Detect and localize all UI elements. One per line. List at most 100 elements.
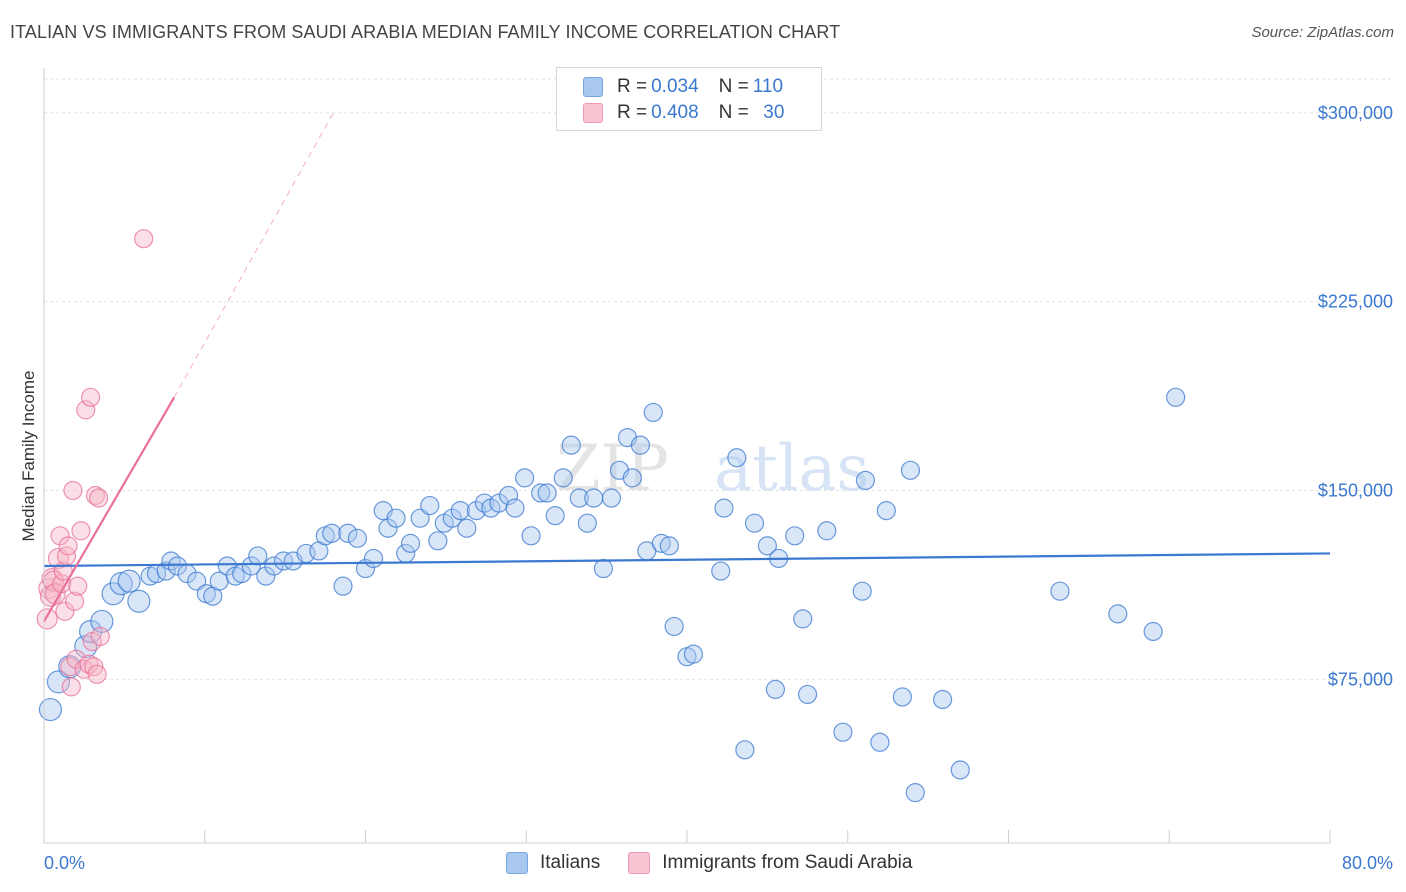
italians-point <box>378 518 398 538</box>
italians-point <box>855 470 876 491</box>
italians-point <box>241 556 261 576</box>
italians-point <box>727 448 747 468</box>
italians-point <box>817 521 837 541</box>
trend-layer <box>43 112 1331 622</box>
italians-point <box>1166 387 1186 407</box>
italians-point <box>531 483 551 503</box>
saudi-trend-line <box>43 396 176 622</box>
italians-point <box>38 697 63 722</box>
stats-legend-row-italians: R = 0.034 N = 110 <box>583 74 783 100</box>
saudi-point <box>134 229 154 249</box>
stats-legend-row-saudi: R = 0.408 N = 30 <box>583 100 784 126</box>
saudi-point <box>85 485 106 506</box>
saudi-point <box>60 657 80 677</box>
italians-point <box>659 536 679 556</box>
italians-point <box>466 501 487 521</box>
saudi-trend-extension <box>173 112 334 398</box>
italians-point <box>870 732 890 752</box>
saudi-point <box>36 608 58 630</box>
grid-layer <box>44 78 1392 680</box>
italians-point <box>1108 604 1128 624</box>
italians-point <box>428 531 448 551</box>
italians-point <box>386 508 406 528</box>
italians-point <box>333 576 353 596</box>
italians-point <box>932 689 953 710</box>
saudi-n-value: 30 <box>758 102 785 123</box>
y-axis-label: Median Family Income <box>19 370 38 541</box>
italians-point <box>474 493 495 513</box>
italians-point <box>876 501 896 521</box>
italians-point <box>664 616 684 637</box>
points-layer <box>36 229 1186 803</box>
saudi-point <box>90 626 110 647</box>
italians-point <box>905 783 925 803</box>
legend-label-italians: Italians <box>540 852 601 873</box>
saudi-point <box>61 677 81 697</box>
italians-point <box>569 488 589 508</box>
italians-point <box>797 684 818 705</box>
italians-point <box>515 468 535 488</box>
saudi-n-label: N = <box>718 102 755 123</box>
y-tick-label: $225,000 <box>1318 292 1393 312</box>
italians-point <box>577 513 597 533</box>
italians-point <box>833 722 853 742</box>
italians-point <box>765 679 786 700</box>
italians-n-value: 110 <box>752 76 784 97</box>
saudi-point <box>87 664 107 684</box>
saudi-point <box>71 521 91 541</box>
italians-trend-line <box>43 552 1331 568</box>
legend-swatch-italians <box>506 852 528 874</box>
italians-point <box>757 536 777 556</box>
italians-point <box>643 402 663 423</box>
italians-points <box>38 387 1186 803</box>
italians-point <box>420 495 440 516</box>
italians-point <box>521 526 541 546</box>
italians-point <box>127 589 151 613</box>
legend-swatch-saudi <box>628 852 651 874</box>
italians-point <box>442 508 462 528</box>
watermark-zip: ZIP <box>556 432 669 506</box>
italians-point <box>256 566 276 586</box>
italians-point <box>630 435 650 455</box>
legend-label-saudi: Immigrants from Saudi Arabia <box>662 852 913 873</box>
italians-point <box>167 556 188 576</box>
watermark-atlas: atlas <box>714 432 869 506</box>
italians-point <box>852 581 872 601</box>
saudi-point <box>66 649 86 669</box>
italians-point <box>117 569 141 593</box>
italians-point <box>355 558 376 579</box>
italians-point <box>156 561 176 581</box>
italians-point <box>273 551 294 571</box>
italians-point <box>1050 581 1070 601</box>
italians-point <box>785 526 805 546</box>
italians-point <box>793 609 813 629</box>
italians-point <box>363 548 384 569</box>
saudi-swatch <box>583 103 603 123</box>
italians-point <box>498 485 519 506</box>
italians-point <box>584 488 604 508</box>
stats-legend: R = 0.034 N = 110 R = 0.408 N = 30 <box>556 67 822 131</box>
saudi-point <box>63 480 83 501</box>
italians-r-label: R = <box>617 76 648 97</box>
italians-point <box>545 506 565 526</box>
italians-point <box>651 533 671 553</box>
y-tick-label: $300,000 <box>1318 103 1393 123</box>
italians-point <box>90 609 114 634</box>
italians-point <box>553 468 573 488</box>
italians-point <box>109 572 133 596</box>
saudi-point <box>58 536 78 556</box>
legend-item-saudi[interactable]: Immigrants from Saudi Arabia <box>628 852 912 874</box>
italians-point <box>322 523 342 543</box>
italians-point <box>601 488 622 508</box>
legend-item-italians[interactable]: Italians <box>506 852 600 874</box>
italians-point <box>450 501 470 521</box>
saudi-point <box>81 387 101 407</box>
series-legend: Italians Immigrants from Saudi Arabia <box>506 852 940 874</box>
italians-point <box>347 528 368 548</box>
axis-layer: $75,000 $150,000 $225,000 $300,000 <box>43 68 1393 844</box>
italians-point <box>892 687 913 707</box>
x-tick-label-max: 80.0% <box>1342 853 1393 873</box>
italians-point <box>248 546 268 566</box>
chart-title: ITALIAN VS IMMIGRANTS FROM SAUDI ARABIA … <box>10 22 841 42</box>
